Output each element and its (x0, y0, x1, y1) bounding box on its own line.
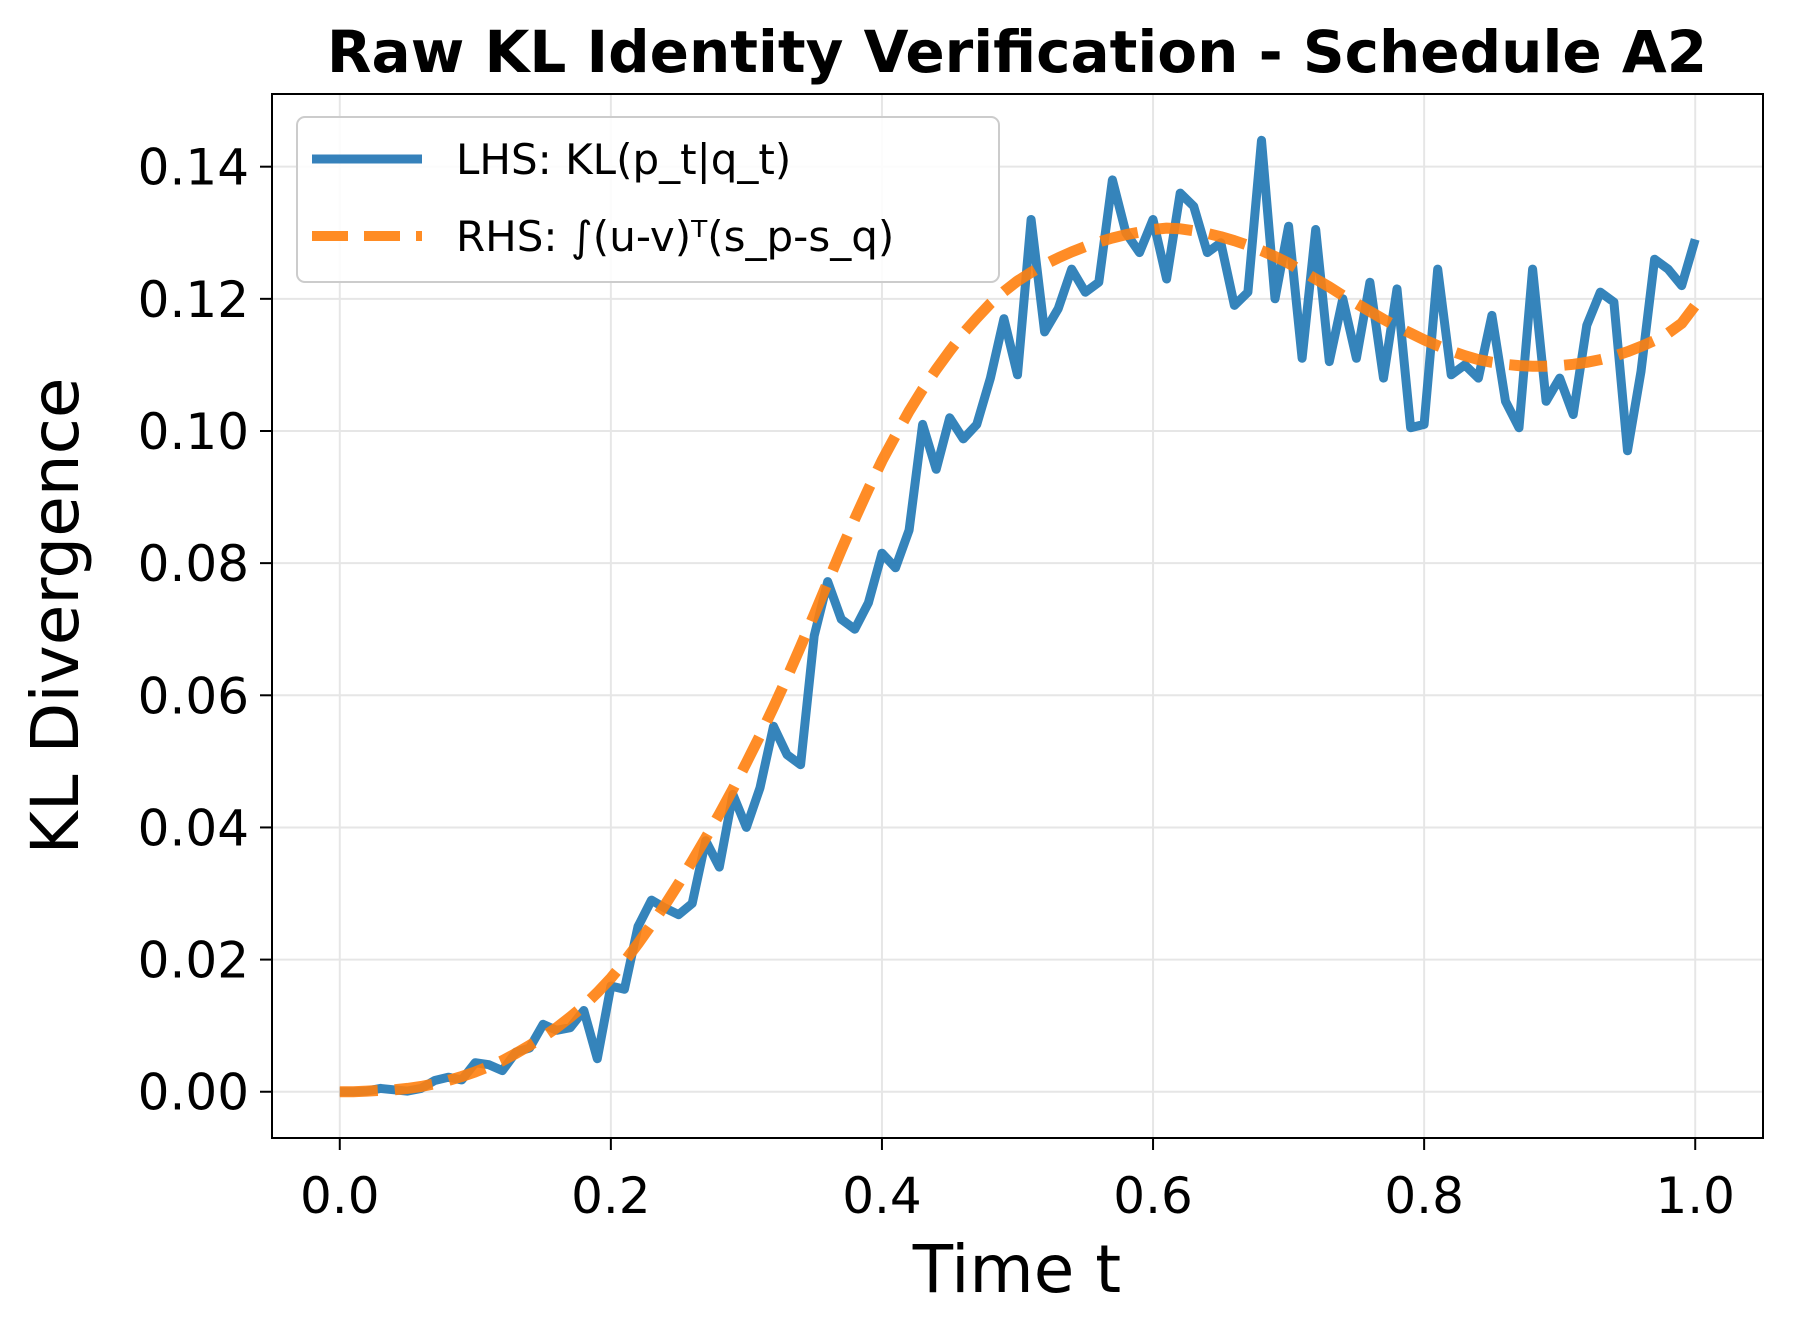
x-axis-label: Time t (912, 1231, 1121, 1308)
series-line-rhs (339, 222, 1700, 1098)
legend-box (296, 116, 1000, 283)
y-tick-label: 0.00 (138, 1064, 249, 1122)
y-tick-label: 0.06 (138, 667, 249, 725)
x-axis-ticks: 0.0 0.2 0.4 0.6 0.8 1.0 (300, 1138, 1735, 1225)
legend-label-lhs: LHS: KL(p_t|q_t) (456, 135, 791, 184)
y-tick-label: 0.02 (138, 932, 249, 990)
series-lines (339, 135, 1700, 1098)
y-axis-label: KL Divergence (17, 377, 94, 854)
grid-lines (272, 94, 1763, 1138)
x-tick-label: 0.8 (1384, 1167, 1464, 1225)
y-axis-ticks: 0.00 0.02 0.04 0.06 0.08 0.10 0.12 0.14 (138, 139, 272, 1122)
x-tick-label: 1.0 (1655, 1167, 1735, 1225)
x-tick-label: 0.6 (1113, 1167, 1193, 1225)
x-tick-label: 0.2 (571, 1167, 651, 1225)
plot-frame (271, 93, 1764, 1139)
legend-label-rhs: RHS: ∫(u-v)ᵀ(s_p-s_q) (456, 212, 894, 261)
legend: LHS: KL(p_t|q_t) RHS: ∫(u-v)ᵀ(s_p-s_q) (296, 116, 1000, 283)
y-tick-label: 0.14 (138, 139, 249, 197)
y-tick-label: 0.12 (138, 271, 249, 329)
y-tick-label: 0.04 (138, 799, 249, 857)
x-tick-label: 0.0 (300, 1167, 380, 1225)
y-tick-label: 0.10 (138, 403, 249, 461)
chart-title: Raw KL Identity Verification - Schedule … (327, 18, 1707, 86)
y-tick-label: 0.08 (138, 535, 249, 593)
x-tick-label: 0.4 (842, 1167, 922, 1225)
series-line-lhs (339, 135, 1700, 1097)
